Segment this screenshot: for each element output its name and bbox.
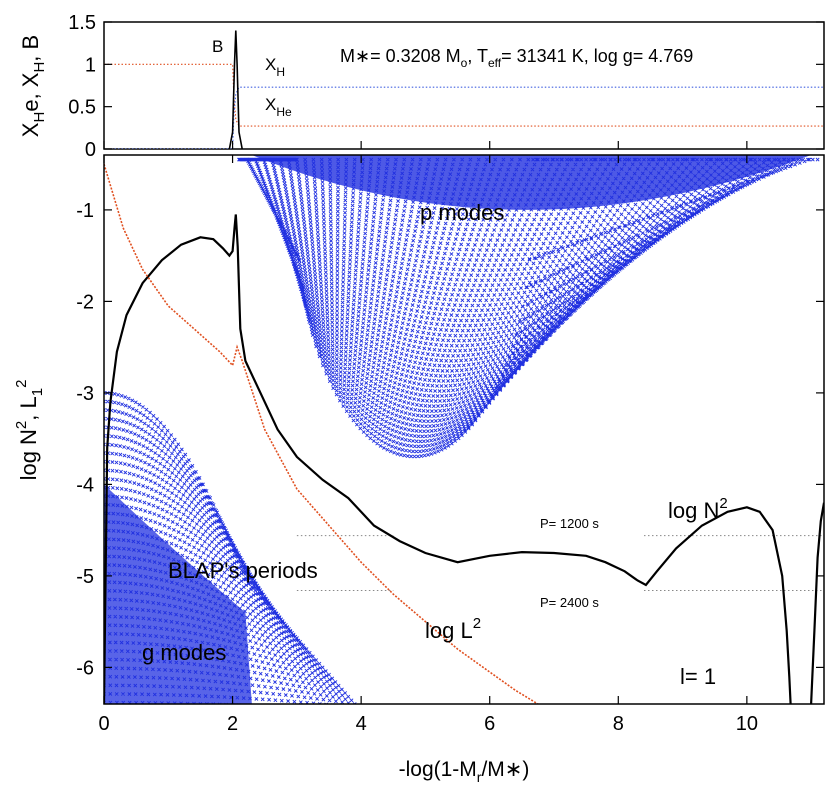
y-tick-label: -2 [76,291,94,313]
annotation-b: B [212,37,223,56]
annotation-xhe: XHe [265,95,292,119]
y-tick-label: -4 [76,474,94,496]
p-mode-dense-region [251,155,812,210]
top-series-x-he [104,63,824,127]
x-tick-label: 10 [736,713,758,735]
top-y-axis-label: XHe, XH, B [18,35,48,137]
bottom-series-log-n2-edge- [810,502,824,704]
annotation-log-l2: log L2 [425,615,481,643]
top-series-x-h [104,86,824,149]
y-tick-label: -6 [76,657,94,679]
bottom-x-ticks: 0 2 4 6 8 10 [98,141,758,735]
annotation-ell: l= 1 [680,664,716,689]
y-tick-label: -5 [76,566,94,588]
x-tick-label: 2 [227,713,238,735]
annotation-xh: XH [265,55,285,79]
annotation-log-n2: log N2 [668,495,728,523]
bottom-panel: 0 2 4 6 8 10 -6 -5 -4 -3 -2 -1 p modes g modes BLA… [13,141,825,785]
x-tick-label: 4 [356,713,367,735]
annotation-g-modes: g modes [142,640,226,665]
top-plot-frame [103,21,825,150]
top-y-tick-label: 1.5 [68,12,96,34]
annotation-blap-periods: BLAP's periods [168,558,318,583]
x-tick-label: 0 [98,713,109,735]
period-lines-group [296,535,824,592]
y-tick-label: -3 [76,383,94,405]
top-y-tick-label: 1 [85,54,96,76]
top-panel: 0 0.5 1 1.5 B XH XHe M∗= 0.3208 Mo, Teff= 3… [18,12,825,161]
bottom-y-ticks: -6 -5 -4 -3 -2 -1 [76,200,824,679]
bottom-x-axis-label: -log(1-Mr/M∗) [399,758,530,785]
bottom-series-group [104,163,824,704]
y-tick-label: -1 [76,200,94,222]
top-y-ticks: 0 0.5 1 1.5 [68,12,824,161]
annotation-p-modes: p modes [420,200,504,225]
bottom-series-log-n2 [104,214,792,704]
annotation-p2400: P= 2400 s [540,595,599,610]
top-y-tick-label: 0.5 [68,97,96,119]
bottom-series-log-l2 [104,163,539,704]
annotation-p1200: P= 1200 s [540,516,599,531]
top-series-group [104,30,824,149]
top-title: M∗= 0.3208 Mo, Teff= 31341 K, log g= 4.7… [340,46,693,70]
bottom-plot-frame [103,154,825,705]
top-series-b [228,30,243,149]
mode-points-group [104,155,820,704]
top-y-tick-label: 0 [85,139,96,161]
x-tick-label: 6 [484,713,495,735]
mode-crosses [104,157,820,704]
x-tick-label: 8 [613,713,624,735]
bottom-y-axis-label: log N2, L12 [13,380,46,481]
g-mode-dense-region [104,484,252,704]
